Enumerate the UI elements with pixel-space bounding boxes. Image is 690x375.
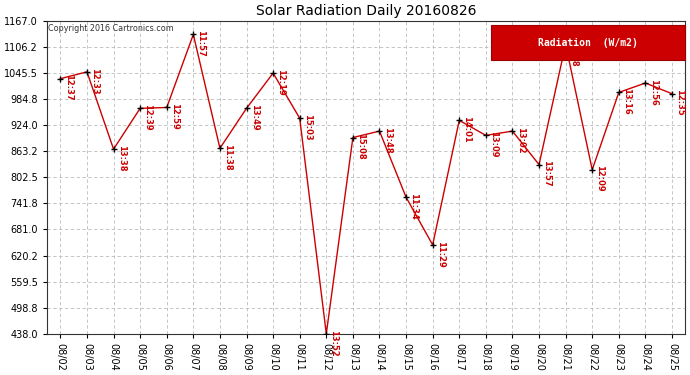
Text: 12:39: 12:39: [144, 104, 152, 130]
Text: 12:09: 12:09: [595, 165, 604, 192]
Text: 12:35: 12:35: [676, 89, 684, 116]
Text: 13:02: 13:02: [515, 127, 524, 153]
Title: Solar Radiation Daily 20160826: Solar Radiation Daily 20160826: [256, 4, 476, 18]
Text: 14:01: 14:01: [462, 116, 471, 143]
Text: Copyright 2016 Cartronics.com: Copyright 2016 Cartronics.com: [48, 24, 174, 33]
Text: 11:57: 11:57: [197, 30, 206, 57]
Text: 12:56: 12:56: [649, 79, 658, 106]
Text: 11:29: 11:29: [436, 241, 445, 267]
Text: 13:38: 13:38: [117, 145, 126, 171]
Text: 13:49: 13:49: [250, 104, 259, 130]
Text: 12:37: 12:37: [63, 74, 72, 101]
Text: 15:03: 15:03: [303, 114, 312, 141]
Text: 13:52: 13:52: [330, 330, 339, 356]
Text: 13:16: 13:16: [622, 88, 631, 115]
Text: 11:34: 11:34: [409, 193, 418, 220]
Text: Radiation  (W/m2): Radiation (W/m2): [538, 38, 638, 48]
Text: 13:48: 13:48: [383, 127, 392, 153]
Text: 12:33: 12:33: [90, 68, 99, 94]
Text: 13:57: 13:57: [542, 160, 551, 187]
FancyBboxPatch shape: [491, 26, 685, 60]
Text: 12:19: 12:19: [276, 69, 285, 96]
Text: 15:38: 15:38: [569, 40, 578, 67]
Text: 13:09: 13:09: [489, 131, 498, 158]
Text: 11:38: 11:38: [223, 144, 232, 171]
Text: 12:59: 12:59: [170, 103, 179, 130]
Text: 15:08: 15:08: [356, 133, 365, 160]
